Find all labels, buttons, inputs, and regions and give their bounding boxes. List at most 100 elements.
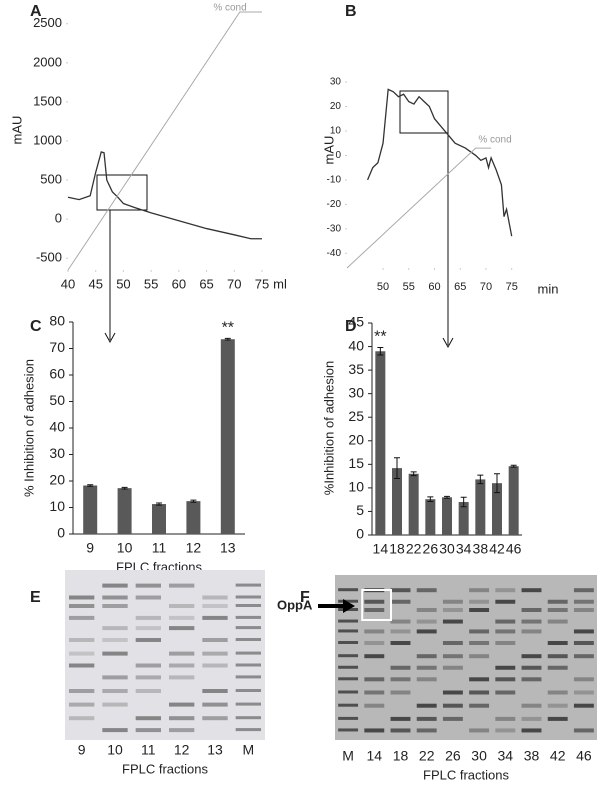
cond-line	[67, 11, 262, 271]
gel-band	[573, 654, 594, 659]
gel-band	[235, 702, 261, 706]
gel-band	[169, 626, 195, 631]
gel-band	[416, 619, 437, 624]
gel-band	[338, 619, 359, 623]
gel-background	[65, 570, 265, 740]
bar	[492, 483, 502, 535]
y-tick-label: 1000	[33, 132, 62, 147]
gel-band	[235, 604, 261, 607]
bar	[220, 339, 235, 534]
gel-band	[135, 583, 161, 588]
y-tick-label: 30	[348, 384, 364, 400]
gel-band	[469, 588, 490, 593]
trace-line	[67, 151, 262, 240]
gel-band	[135, 675, 161, 680]
y-axis-label: %Inhibition of adhesion	[321, 361, 336, 495]
y-tick-label: 60	[49, 366, 65, 382]
y-tick-label: 0	[335, 150, 341, 161]
x-tick-label: 70	[227, 276, 241, 291]
gel-band	[416, 728, 437, 733]
gel-band	[495, 716, 516, 721]
gel-band	[102, 626, 128, 631]
x-tick-label: 70	[480, 281, 492, 293]
highlight-box	[361, 589, 393, 621]
lane-label: 34	[498, 748, 514, 764]
bar	[392, 468, 402, 535]
gel-band	[202, 604, 228, 608]
panel-label: F	[300, 589, 310, 606]
y-tick-label: 500	[40, 172, 62, 187]
lane-label: 12	[174, 742, 190, 758]
y-tick-label: 30	[330, 77, 342, 88]
gel-band	[442, 654, 463, 659]
panel-label: B	[345, 3, 357, 20]
y-tick-label: 20	[330, 101, 342, 112]
gel-band	[102, 689, 128, 693]
lane-label: 46	[576, 748, 592, 764]
gel-band	[102, 702, 128, 707]
bar	[186, 501, 201, 534]
gel-band	[338, 690, 359, 694]
bar	[458, 502, 469, 535]
gel-band	[102, 651, 128, 656]
gel-band	[169, 728, 195, 733]
gel-band	[69, 651, 95, 656]
gel-band	[442, 703, 463, 708]
panel-label: C	[30, 318, 42, 335]
x-tick-label: 55	[144, 276, 158, 291]
gel-band	[135, 663, 161, 668]
gel-band	[547, 716, 568, 721]
gel-band	[102, 675, 128, 680]
gel-band	[573, 690, 594, 695]
gel-band	[521, 728, 542, 733]
gel-band	[235, 663, 261, 667]
y-tick-label: 15	[348, 455, 364, 471]
gel-band	[169, 716, 195, 721]
gel-band	[235, 615, 261, 619]
bar	[475, 479, 486, 535]
x-tick-label: 12	[186, 540, 202, 556]
gel-band	[69, 663, 95, 668]
gel-band	[390, 690, 411, 695]
gel-band	[338, 703, 359, 707]
gel-band	[416, 629, 437, 634]
gel-band	[338, 629, 359, 633]
gel-band	[390, 599, 411, 604]
arrow-head	[343, 599, 355, 613]
gel-band	[495, 665, 516, 670]
y-tick-label: 70	[49, 339, 65, 355]
panel-label: D	[345, 318, 357, 335]
gel-band	[235, 728, 261, 732]
gel-band	[364, 690, 385, 695]
bar	[375, 351, 386, 535]
gel-band	[416, 703, 437, 708]
gel-band	[338, 588, 359, 592]
x-tick-label: 42	[489, 541, 505, 557]
annotation: **	[222, 320, 234, 337]
gel-band	[469, 677, 490, 682]
zoom-box	[399, 90, 449, 134]
x-tick-label: 14	[373, 541, 389, 557]
gel-band	[202, 702, 228, 707]
gel-band	[547, 654, 568, 659]
gel-band	[69, 615, 95, 620]
error-bar	[87, 484, 94, 487]
gel-band	[102, 595, 128, 600]
gel-band	[416, 716, 437, 721]
bar	[425, 499, 436, 535]
gel-band	[364, 703, 385, 708]
band-annotation: OppA	[277, 597, 313, 612]
gel-band	[364, 677, 385, 682]
x-tick-label: 22	[406, 541, 422, 557]
gel-band	[573, 703, 594, 708]
y-tick-label: -10	[327, 175, 342, 186]
y-tick-label: 30	[49, 445, 65, 461]
x-tick-label: 50	[116, 276, 130, 291]
lane-label: M	[342, 748, 354, 764]
gel-band	[442, 599, 463, 604]
bar	[152, 504, 166, 534]
gel-band	[338, 641, 359, 644]
x-axis-label: FPLC fractions	[122, 761, 208, 776]
gel-band	[495, 728, 516, 733]
gel-band	[202, 615, 228, 620]
